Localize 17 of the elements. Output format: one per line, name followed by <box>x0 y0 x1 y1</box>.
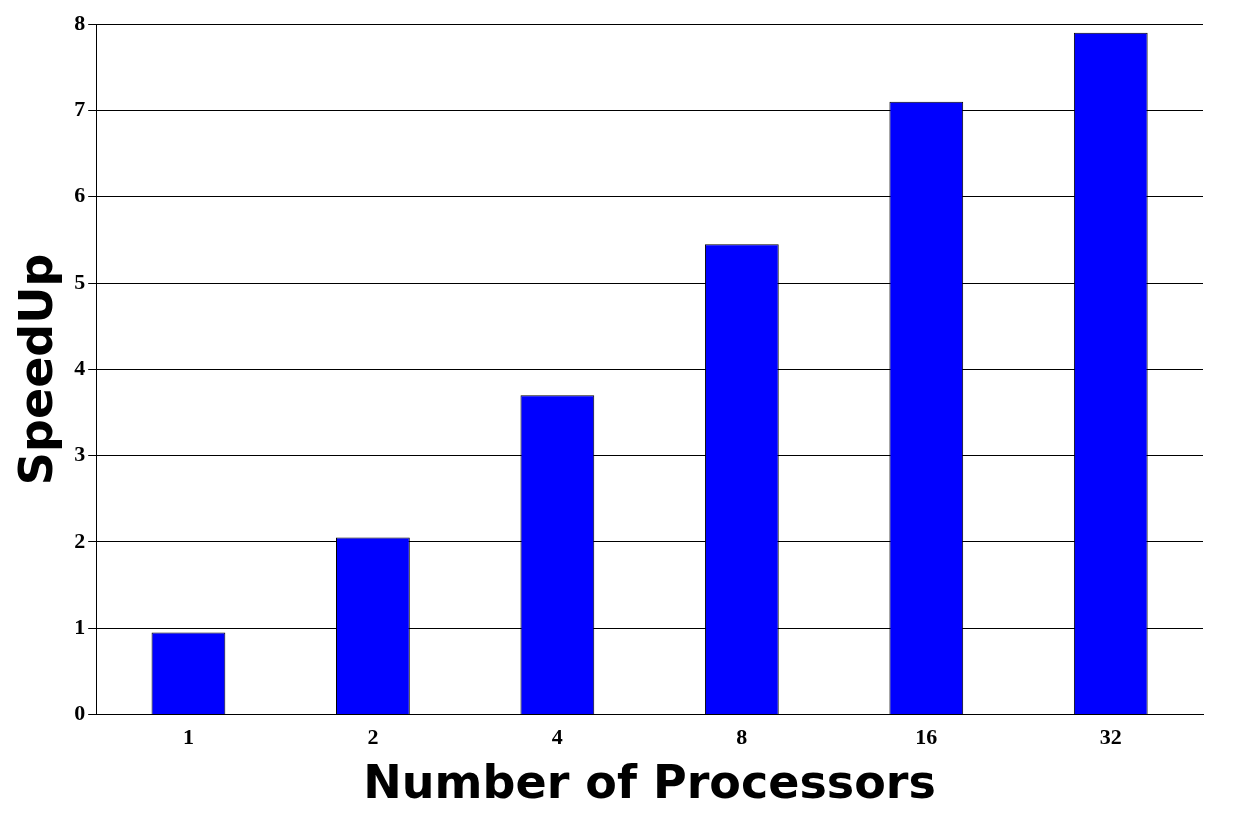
y-tick-label: 6 <box>74 182 86 208</box>
x-tick-label: 2 <box>367 724 379 750</box>
x-tick-label: 4 <box>551 724 563 750</box>
x-axis-title: Number of Processors <box>363 755 936 810</box>
x-tick-label: 8 <box>736 724 748 750</box>
y-tick-label: 7 <box>74 96 86 122</box>
x-tick-label: 32 <box>1099 724 1122 750</box>
y-tick-label: 5 <box>74 268 86 294</box>
y-axis-title: SpeedUp <box>8 253 63 486</box>
y-tick-label: 2 <box>74 527 86 553</box>
y-tick-label: 3 <box>74 441 86 467</box>
y-tick-label: 1 <box>74 613 86 639</box>
x-tick-label: 1 <box>182 724 194 750</box>
y-tick-label: 4 <box>74 354 86 380</box>
y-tick-label: 0 <box>74 700 86 726</box>
y-tick-label: 8 <box>74 9 86 35</box>
x-tick-label: 16 <box>915 724 938 750</box>
